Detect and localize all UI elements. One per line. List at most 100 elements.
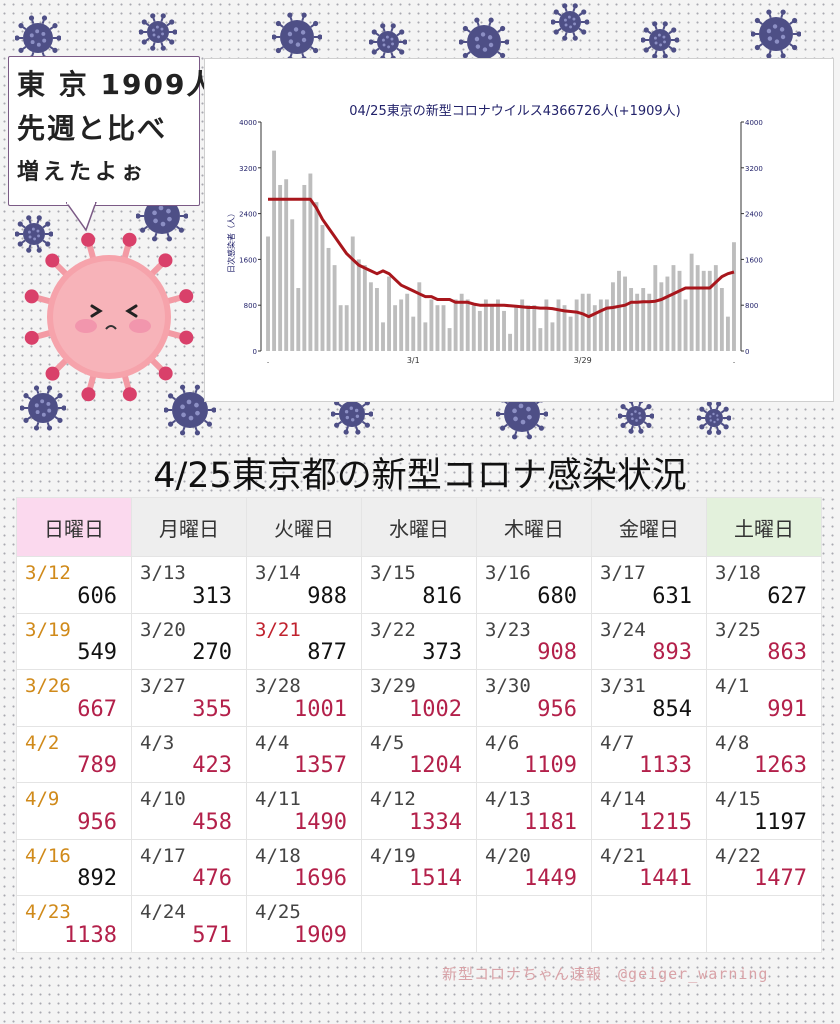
day-cell: 3/18 627 bbox=[706, 556, 822, 614]
bar bbox=[302, 184, 307, 351]
virus-spike-tip bbox=[169, 19, 175, 25]
day-header: 火曜日 bbox=[246, 497, 362, 557]
virus-spike-tip bbox=[766, 53, 772, 59]
day-cell: 3/26 667 bbox=[16, 669, 132, 727]
y-tick-label-right: 3200 bbox=[745, 165, 763, 173]
virus-spike-tip bbox=[399, 49, 405, 55]
bar bbox=[338, 305, 343, 351]
bar bbox=[514, 305, 519, 351]
mascot-spike-tip bbox=[45, 253, 60, 268]
bar bbox=[550, 322, 555, 351]
virus-dot bbox=[36, 229, 40, 233]
virus-spike-tip bbox=[178, 227, 185, 233]
day-count: 789 bbox=[77, 753, 117, 778]
virus-body bbox=[144, 198, 180, 234]
virus-spike-tip bbox=[754, 17, 760, 24]
bar bbox=[611, 282, 615, 351]
day-count: 893 bbox=[652, 640, 692, 665]
y-tick-label: 0 bbox=[253, 348, 257, 356]
virus-dot bbox=[301, 37, 307, 43]
virus-spike-tip bbox=[643, 47, 649, 53]
day-cell bbox=[476, 895, 592, 953]
virus-spike-tip bbox=[671, 47, 677, 53]
bar bbox=[695, 265, 700, 351]
bar bbox=[641, 288, 646, 351]
day-count: 631 bbox=[652, 583, 692, 609]
bar bbox=[617, 270, 621, 351]
bar bbox=[441, 305, 446, 351]
virus-dot bbox=[662, 35, 666, 39]
virus-spike-tip bbox=[18, 23, 24, 29]
virus-spike-tip bbox=[169, 39, 175, 45]
day-date: 3/23 bbox=[485, 618, 531, 641]
bar bbox=[411, 316, 416, 351]
virus-body bbox=[649, 29, 671, 51]
virus-dot bbox=[526, 406, 531, 412]
mascot-spike-tip bbox=[81, 232, 96, 247]
virus-spike-tip bbox=[562, 3, 568, 9]
day-cell: 3/30 956 bbox=[476, 669, 592, 727]
bar bbox=[381, 322, 385, 351]
virus-spike-tip bbox=[287, 12, 293, 18]
virus-spike-tip bbox=[671, 27, 677, 33]
virus-spike-tip bbox=[500, 52, 506, 59]
day-cell: 4/16 892 bbox=[16, 838, 132, 896]
bar bbox=[320, 225, 325, 351]
virus-spike-tip bbox=[511, 434, 518, 440]
bar bbox=[350, 236, 355, 351]
virus-dot bbox=[34, 403, 39, 408]
day-date: 3/29 bbox=[370, 675, 416, 697]
virus-dot bbox=[634, 410, 637, 413]
day-count: 956 bbox=[77, 809, 117, 835]
virus-spike-tip bbox=[462, 52, 468, 59]
virus-spike-tip bbox=[792, 44, 798, 51]
virus-dot bbox=[709, 415, 712, 418]
week-row: 3/12 606 3/13 313 3/14 988 3/15 816 3/16 680 3/17 6… bbox=[16, 556, 822, 614]
virus-dot bbox=[155, 25, 159, 29]
bar bbox=[562, 305, 567, 351]
virus-dot bbox=[654, 36, 657, 40]
day-cell: 3/20 270 bbox=[131, 612, 247, 670]
day-cell: 4/15 1197 bbox=[706, 782, 822, 840]
bar bbox=[368, 282, 373, 351]
virus-dot bbox=[488, 42, 494, 48]
virus-spike-tip bbox=[371, 29, 377, 35]
virus-spike-tip bbox=[167, 393, 174, 399]
day-date: 3/24 bbox=[600, 618, 646, 641]
y-axis-label: 日次感染者（人） bbox=[226, 209, 236, 273]
day-date: 4/24 bbox=[140, 901, 186, 923]
bar bbox=[677, 270, 682, 351]
day-date: 4/9 bbox=[25, 788, 60, 810]
virus-spike-tip bbox=[17, 221, 23, 227]
virus-body bbox=[339, 401, 365, 427]
virus-dot bbox=[527, 414, 532, 420]
day-count: 476 bbox=[192, 866, 232, 891]
day-cell bbox=[706, 895, 822, 953]
y-tick-label-right: 0 bbox=[745, 348, 749, 356]
day-count: 863 bbox=[767, 640, 807, 665]
virus-spike-tip bbox=[313, 47, 319, 54]
y-tick-label: 1600 bbox=[239, 256, 257, 264]
day-date: 4/7 bbox=[600, 731, 635, 754]
day-cell: 3/21 877 bbox=[246, 612, 362, 670]
bar bbox=[665, 276, 670, 351]
day-count: 892 bbox=[77, 866, 117, 891]
virus-spike-tip bbox=[538, 425, 545, 431]
speech-bubble-tail bbox=[66, 202, 97, 232]
x-tick-label: 3/1 bbox=[407, 356, 420, 365]
bar bbox=[308, 173, 313, 351]
day-date: 4/14 bbox=[600, 788, 646, 810]
virus-spike-tip bbox=[211, 407, 216, 413]
virus-spike-tip bbox=[780, 53, 786, 59]
day-cell: 4/12 1334 bbox=[361, 782, 477, 840]
virus-dot bbox=[345, 415, 350, 420]
calendar-body: 3/12 606 3/13 313 3/14 988 3/15 816 3/16 680 3/17 6… bbox=[16, 556, 822, 953]
virus-dot bbox=[390, 37, 394, 41]
virus-body bbox=[280, 20, 314, 54]
bar bbox=[489, 305, 494, 351]
bar bbox=[435, 305, 440, 351]
virus-spike-tip bbox=[61, 405, 66, 411]
virus-dot bbox=[41, 412, 46, 417]
day-date: 3/20 bbox=[140, 618, 186, 641]
virus-dot bbox=[349, 406, 353, 410]
